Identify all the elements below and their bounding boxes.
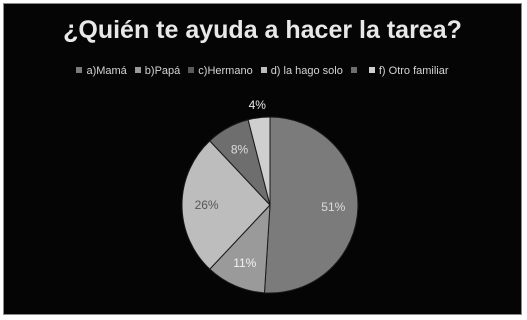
legend-label: a)Mamá (86, 65, 127, 77)
pie-slice (263, 116, 359, 294)
slice-data-label: 51% (321, 200, 345, 214)
legend-label: c)Hermano (198, 65, 253, 77)
legend-swatch (76, 67, 83, 73)
slice-data-label: 8% (231, 143, 249, 157)
legend-item: b)Papá (134, 65, 181, 77)
chart-title: ¿Quién te ayuda a hacer la tarea? (63, 16, 462, 44)
legend-item: a)Mamá (76, 65, 127, 77)
legend-item: c)Hermano (188, 65, 253, 77)
pie-chart: 51% 11% 26% 8% 4% (181, 98, 359, 294)
pie-slice (181, 140, 271, 270)
pie-slice (247, 116, 271, 206)
chart-area: ¿Quién te ayuda a hacer la tarea? a)Mamá… (3, 3, 522, 315)
slice-data-label: 11% (233, 256, 256, 270)
legend-label: d) la hago solo (270, 65, 343, 77)
legend-swatch (368, 67, 375, 73)
legend-swatch (260, 67, 267, 73)
legend-item: f) Otro familiar (368, 65, 449, 77)
slice-data-label: 26% (195, 198, 219, 212)
legend-item: d) la hago solo (260, 65, 343, 77)
slice-data-label: 4% (249, 98, 267, 112)
legend-label: f) Otro familiar (378, 65, 449, 77)
legend-item (350, 65, 361, 77)
legend-label: b)Papá (144, 65, 181, 77)
legend-swatch (350, 67, 357, 73)
chart-legend: a)Mamá b)Papá c)Hermano d) la hago solo f) O… (4, 65, 521, 77)
legend-swatch (188, 67, 195, 73)
legend-swatch (134, 67, 141, 73)
